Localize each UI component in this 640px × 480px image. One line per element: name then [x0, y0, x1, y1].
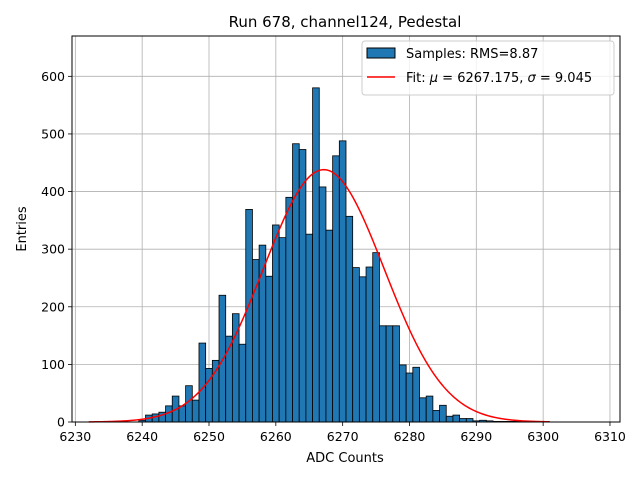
legend-fit-label: Fit: μ = 6267.175, σ = 9.045	[406, 71, 592, 86]
histogram-bar	[399, 364, 407, 423]
histogram-bar	[312, 87, 320, 423]
y-tick-label: 200	[41, 299, 65, 314]
x-tick-label: 6260	[260, 429, 292, 444]
y-tick-label: 300	[41, 242, 65, 257]
histogram-bar	[338, 140, 347, 423]
histogram-bar	[298, 149, 307, 423]
histogram-bar	[191, 399, 200, 423]
x-tick-label: 6250	[193, 429, 225, 444]
histogram-bar	[425, 395, 434, 423]
x-tick-label: 6240	[126, 429, 158, 444]
histogram-bar	[405, 372, 414, 423]
legend-sigma-value: = 9.045	[536, 71, 592, 86]
y-tick-label: 400	[41, 184, 65, 199]
histogram-bar	[285, 196, 293, 423]
legend-fit-prefix: Fit:	[406, 71, 430, 86]
histogram-bar	[245, 209, 253, 423]
x-tick-label: 6310	[594, 429, 626, 444]
histogram-bar	[325, 229, 334, 423]
y-axis-ticks: 0 100 200 300 400 500 600	[41, 69, 72, 430]
histogram-bar	[318, 186, 327, 423]
histogram-bar	[372, 252, 380, 423]
legend-samples-label: Samples: RMS=8.87	[406, 47, 538, 62]
histogram-bar	[358, 276, 367, 423]
histogram-bar	[265, 275, 273, 423]
histogram-bar	[465, 418, 474, 423]
legend-mu-value: = 6267.175,	[438, 71, 527, 86]
histogram-bar	[419, 397, 427, 423]
legend-sigma-symbol: σ	[528, 71, 537, 86]
x-tick-label: 6270	[327, 429, 359, 444]
chart-title: Run 678, channel124, Pedestal	[229, 13, 462, 31]
y-axis-label: Entries	[15, 206, 30, 252]
y-tick-label: 500	[41, 126, 65, 141]
histogram-bar	[332, 155, 340, 423]
histogram-bar	[365, 266, 374, 423]
histogram-bar	[345, 215, 354, 423]
histogram-bar	[218, 294, 227, 423]
x-tick-label: 6230	[59, 429, 91, 444]
x-axis-label: ADC Counts	[306, 451, 384, 466]
histogram-bar	[185, 385, 193, 423]
y-tick-label: 100	[41, 357, 65, 372]
legend: Samples: RMS=8.87 Fit: μ = 6267.175, σ =…	[361, 40, 615, 96]
legend-box	[361, 40, 615, 96]
histogram-bar	[385, 325, 394, 423]
y-tick-label: 0	[57, 415, 65, 430]
histogram-bar	[352, 267, 360, 423]
histogram-bar	[459, 418, 467, 423]
x-axis-ticks: 6230 6240 6250 6260 6270 6280 6290 6300 6310	[59, 422, 626, 444]
histogram-bar	[305, 233, 313, 423]
histogram-bars	[138, 87, 547, 423]
histogram-bar	[392, 325, 400, 423]
histogram-bar	[198, 342, 207, 423]
histogram-bar	[445, 415, 454, 423]
histogram-bar	[379, 325, 387, 423]
histogram-bar	[432, 410, 440, 423]
histogram-bar	[272, 224, 280, 423]
legend-mu-symbol: μ	[429, 71, 438, 86]
fit-curve	[88, 168, 550, 423]
histogram-bar	[278, 237, 287, 423]
histogram-bar	[238, 343, 247, 423]
x-tick-label: 6300	[527, 429, 559, 444]
histogram-bar	[292, 143, 300, 423]
x-tick-label: 6290	[460, 429, 492, 444]
y-tick-label: 600	[41, 69, 65, 84]
x-tick-label: 6280	[394, 429, 426, 444]
histogram-bar	[178, 405, 187, 423]
plot-frame	[71, 35, 621, 423]
histogram-bar	[412, 366, 420, 423]
histogram-bar	[211, 359, 220, 423]
histogram-bar	[452, 414, 461, 423]
legend-samples-swatch	[366, 47, 396, 59]
histogram-bar	[439, 404, 447, 423]
